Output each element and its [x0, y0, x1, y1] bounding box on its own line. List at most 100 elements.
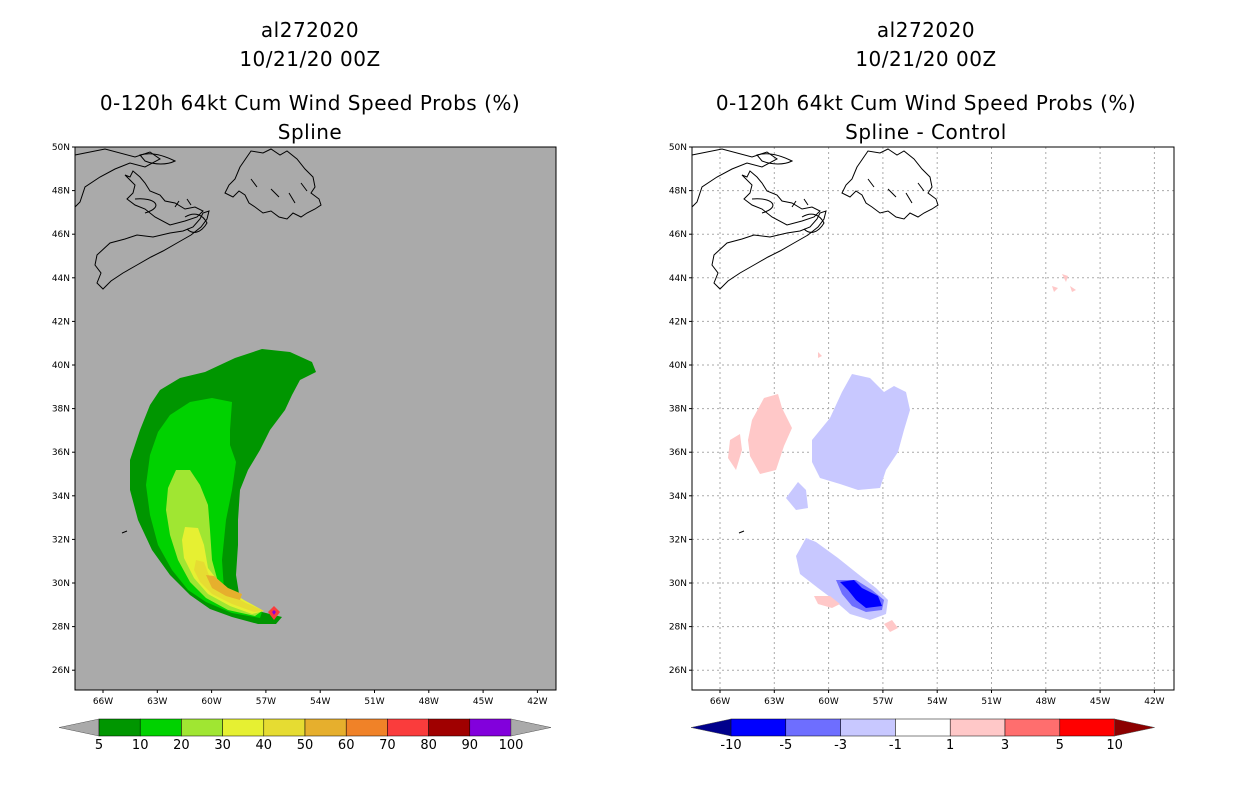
left-colorbar-label: 100 — [499, 738, 524, 753]
diff-neg-contour-e — [840, 580, 882, 608]
lon-tick-label: 45W — [473, 697, 493, 707]
lon-tick-label: 66W — [710, 697, 730, 707]
right-colorbar-label: -3 — [834, 738, 847, 753]
lat-tick-label: 30N — [52, 579, 70, 589]
lat-tick-label: 42N — [669, 317, 687, 327]
lat-tick-label: 36N — [52, 448, 70, 458]
right-colorbar-label: 1 — [946, 738, 954, 753]
lon-tick-label: 54W — [927, 697, 947, 707]
right-colorbar-swatch — [785, 718, 841, 737]
lon-tick-label: 54W — [310, 697, 330, 707]
lon-tick-label: 42W — [1144, 697, 1164, 707]
lon-tick-label: 45W — [1090, 697, 1110, 707]
left-colorbar-swatch — [304, 718, 347, 737]
lat-tick-label: 48N — [669, 187, 687, 197]
lon-tick-label: 48W — [419, 697, 439, 707]
right-map — [691, 146, 1175, 691]
left-colorbar-label: 30 — [214, 738, 231, 753]
lat-tick-label: 28N — [669, 623, 687, 633]
right-colorbar-label: -1 — [889, 738, 902, 753]
right-colorbar-label: 5 — [1056, 738, 1064, 753]
left-colorbar-label: 20 — [173, 738, 190, 753]
right-colorbar-label: -10 — [720, 738, 741, 753]
right-colorbar-swatch — [949, 718, 1006, 737]
lon-tick-label: 60W — [818, 697, 838, 707]
lat-tick-label: 38N — [669, 405, 687, 415]
left-colorbar-swatch — [345, 718, 388, 737]
left-colorbar-swatch — [98, 718, 141, 737]
lon-tick-label: 42W — [527, 697, 547, 707]
lon-tick-label: 63W — [764, 697, 784, 707]
right-map-frame — [691, 146, 1175, 691]
right-colorbar-swatch — [730, 718, 787, 737]
prob-90-contour — [272, 610, 276, 615]
left-colorbar-label: 70 — [379, 738, 396, 753]
right-colorbar-swatch — [1059, 718, 1115, 737]
left-colorbar-swatch — [181, 718, 223, 737]
lon-tick-label: 66W — [93, 697, 113, 707]
left-colorbar-label: 50 — [297, 738, 314, 753]
lat-tick-label: 26N — [52, 666, 70, 676]
lat-tick-label: 32N — [52, 535, 70, 545]
lon-tick-label: 48W — [1036, 697, 1056, 707]
left-colorbar-label: 5 — [95, 738, 103, 753]
left-colorbar-label: 10 — [132, 738, 149, 753]
diff-pos-contour-d — [884, 620, 898, 632]
lat-tick-label: 36N — [669, 448, 687, 458]
lat-tick-label: 32N — [669, 535, 687, 545]
lat-tick-label: 44N — [52, 274, 70, 284]
lon-tick-label: 60W — [201, 697, 221, 707]
left-colorbar-label: 80 — [420, 738, 437, 753]
left-subtitle: Spline — [277, 120, 343, 144]
lat-tick-label: 28N — [52, 623, 70, 633]
prob-20-contour — [166, 470, 262, 616]
prob-30-contour — [182, 527, 264, 614]
lat-tick-label: 34N — [52, 492, 70, 502]
right-colorbar-swatch — [840, 718, 896, 737]
lon-tick-label: 51W — [364, 697, 384, 707]
lat-tick-label: 46N — [52, 230, 70, 240]
lat-tick-label: 50N — [52, 143, 70, 153]
lat-tick-label: 46N — [669, 230, 687, 240]
right-colorbar-high-arrow — [1114, 718, 1155, 737]
lat-tick-label: 44N — [669, 274, 687, 284]
lat-tick-label: 30N — [669, 579, 687, 589]
left-colorbar-label: 60 — [338, 738, 355, 753]
diff-neg-contour-b — [786, 482, 808, 510]
lat-tick-label: 26N — [669, 666, 687, 676]
left-colorbar-swatch — [222, 718, 265, 737]
left-colorbar-high-arrow — [510, 718, 552, 737]
lat-tick-label: 42N — [52, 317, 70, 327]
diff-neg-contour-a — [812, 374, 910, 490]
lat-tick-label: 34N — [669, 492, 687, 502]
lat-tick-label: 50N — [669, 143, 687, 153]
right-product-title: 0-120h 64kt Cum Wind Speed Probs (%) — [715, 91, 1137, 115]
left-colorbar-swatch — [263, 718, 306, 737]
lon-tick-label: 57W — [873, 697, 893, 707]
prob-50-contour — [206, 575, 242, 600]
left-map-frame — [74, 146, 557, 691]
diff-pos-contour-e — [1052, 274, 1076, 292]
right-subtitle: Spline - Control — [845, 120, 1007, 144]
diff-pos-contour-c — [814, 596, 840, 608]
left-colorbar-label: 40 — [256, 738, 273, 753]
lon-tick-label: 63W — [147, 697, 167, 707]
left-colorbar-swatch — [139, 718, 182, 737]
left-storm-id: al272020 — [260, 18, 360, 42]
lat-tick-label: 40N — [669, 361, 687, 371]
left-colorbar-swatch — [387, 718, 429, 737]
left-datetime: 10/21/20 00Z — [239, 47, 381, 71]
lat-tick-label: 40N — [52, 361, 70, 371]
left-colorbar-swatch — [469, 718, 512, 737]
right-datetime: 10/21/20 00Z — [855, 47, 997, 71]
lat-tick-label: 38N — [52, 405, 70, 415]
right-colorbar-label: 3 — [1001, 738, 1009, 753]
lon-tick-label: 51W — [981, 697, 1001, 707]
diff-pos-contour-b — [728, 434, 742, 470]
lat-tick-label: 48N — [52, 187, 70, 197]
left-colorbar-low-arrow — [58, 718, 100, 737]
right-colorbar-label: 10 — [1106, 738, 1123, 753]
left-colorbar-label: 90 — [462, 738, 479, 753]
left-colorbar-swatch — [428, 718, 471, 737]
